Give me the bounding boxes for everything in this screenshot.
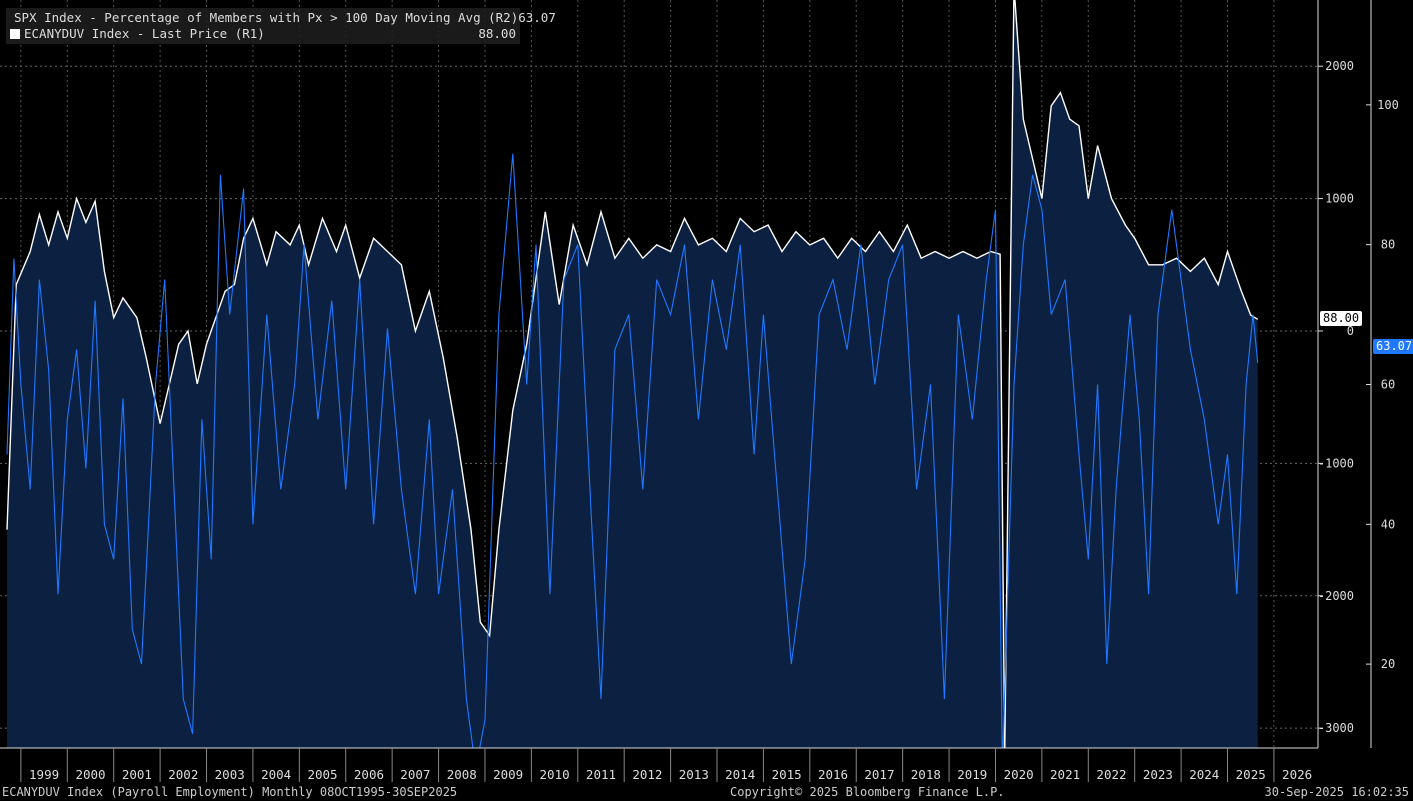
last-price-tag-r1: 88.00	[1320, 311, 1363, 326]
r1-tick-label: 2000	[1325, 59, 1354, 73]
x-tick-label: 2010	[540, 767, 570, 782]
r1-tick-label: 1000	[1325, 192, 1354, 206]
footer-timestamp: 30-Sep-2025 16:02:35	[1264, 785, 1410, 799]
x-tick-label: 2023	[1143, 767, 1173, 782]
last-price-tag-r2: 63.07	[1373, 339, 1413, 354]
x-tick-label: 2016	[818, 767, 848, 782]
x-tick-label: 2018	[911, 767, 941, 782]
r1-tick-label: 0	[1347, 324, 1354, 338]
x-tick-label: 2008	[447, 767, 477, 782]
right-axis-r2: 20 40 60 80 100	[1366, 0, 1399, 748]
r1-tick-label: -2000	[1318, 589, 1354, 603]
x-tick-label: 2011	[586, 767, 616, 782]
x-tick-label: 2002	[168, 767, 198, 782]
x-tick-label: 2022	[1096, 767, 1126, 782]
x-tick-label: 2006	[354, 767, 384, 782]
x-tick-label: 2019	[957, 767, 987, 782]
legend-item-spx: SPX Index - Percentage of Members with P…	[10, 10, 556, 26]
series-area-fill	[7, 0, 1258, 755]
series-line	[6, 0, 1259, 755]
x-tick-label: 2004	[261, 767, 291, 782]
x-tick-label: 2021	[1050, 767, 1080, 782]
x-tick-label: 2025	[1236, 767, 1266, 782]
x-tick-label: 2024	[1189, 767, 1219, 782]
x-axis-band	[0, 748, 1413, 784]
legend-value: 63.07	[518, 10, 556, 25]
r2-tick-label: 40	[1381, 517, 1395, 531]
x-tick-label: 2009	[493, 767, 523, 782]
x-tick-label: 1999	[29, 767, 59, 782]
legend-item-ecanyduv: ECANYDUV Index - Last Price (R1) 88.00	[10, 26, 516, 42]
x-tick-label: 2020	[1004, 767, 1034, 782]
x-tick-label: 2015	[772, 767, 802, 782]
x-axis: 1999 2000 2001 2002 2003 2004 2005 2006 2007 2008…	[0, 747, 1413, 784]
r2-tick-label: 20	[1381, 657, 1395, 671]
chart-area: 1999 2000 2001 2002 2003 2004 2005 2006 2007 2008…	[0, 0, 1413, 784]
r2-tick-label: 80	[1381, 238, 1395, 252]
x-tick-label: 2013	[679, 767, 709, 782]
x-tick-label: 2005	[307, 767, 337, 782]
legend-swatch-white	[10, 29, 20, 39]
r1-tick-label: -3000	[1318, 721, 1354, 735]
x-tick-label: 2000	[75, 767, 105, 782]
r2-tick-label: 60	[1381, 377, 1395, 391]
r1-tick-label: -1000	[1318, 456, 1354, 470]
footer-source: ECANYDUV Index (Payroll Employment) Mont…	[2, 785, 458, 799]
plot-series	[6, 0, 1259, 770]
x-tick-label: 2001	[122, 767, 152, 782]
x-tick-label: 2017	[864, 767, 894, 782]
footer: ECANYDUV Index (Payroll Employment) Mont…	[0, 784, 1413, 801]
legend-label: ECANYDUV Index - Last Price (R1)	[24, 26, 265, 41]
x-tick-label: 2012	[632, 767, 662, 782]
legend-label: SPX Index - Percentage of Members with P…	[14, 10, 519, 25]
legend-value: 88.00	[478, 26, 516, 41]
x-tick-label: 2007	[400, 767, 430, 782]
footer-copyright: Copyright© 2025 Bloomberg Finance L.P.	[730, 785, 1005, 799]
x-tick-label: 2014	[725, 767, 755, 782]
r2-tick-label: 100	[1377, 98, 1399, 112]
legend: SPX Index - Percentage of Members with P…	[6, 8, 556, 44]
x-tick-label: 2003	[215, 767, 245, 782]
right-axis-r1: -3000 -2000 -1000 0 1000 2000	[1317, 0, 1354, 748]
series-line	[6, 153, 1259, 770]
x-tick-label: 2026	[1282, 767, 1312, 782]
